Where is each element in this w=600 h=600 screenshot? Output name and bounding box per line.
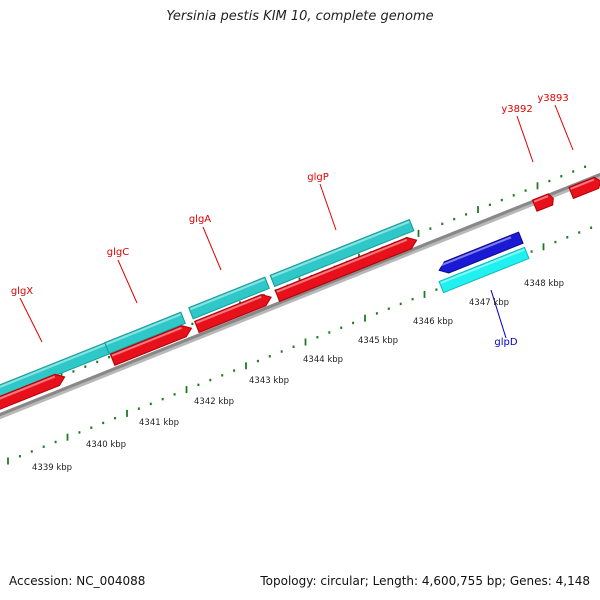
ruler-label: 4347 kbp: [469, 298, 509, 308]
glpd-cog-bar: [438, 246, 530, 294]
glpd-gene-arrow: [438, 231, 524, 274]
cog-segment: [188, 276, 270, 320]
label-leader: [202, 226, 222, 271]
ruler-label: 4345 kbp: [358, 336, 398, 346]
ruler-label: 4339 kbp: [32, 463, 72, 473]
label-leader: [554, 104, 574, 151]
gene-features: [0, 176, 600, 435]
cds-arrow-shape: [531, 193, 554, 212]
cog-segment-highlight: [190, 278, 266, 311]
gene-label: glgX: [11, 286, 33, 297]
cds-arrow-shape: [193, 294, 272, 334]
label-leader: [19, 297, 43, 343]
cds-arrow-highlight: [111, 326, 182, 357]
cog-segment-highlight: [106, 313, 182, 346]
cog-segment-shape: [188, 276, 270, 320]
cog-segment-highlight: [271, 220, 410, 278]
glpd-gene-arrow-highlight: [438, 236, 512, 268]
map-title: Yersinia pestis KIM 10, complete genome: [166, 9, 434, 24]
genome-backbone: [0, 172, 600, 420]
ruler-label: 4346 kbp: [413, 317, 453, 327]
genome-summary-text: Topology: circular; Length: 4,600,755 bp…: [260, 574, 590, 588]
label-leader: [319, 183, 337, 231]
cog-segment-highlight: [0, 343, 106, 425]
gene-label: y3892: [501, 104, 532, 115]
gene-label: y3893: [537, 93, 568, 104]
cds-arrow: [531, 193, 554, 212]
glpd-cog-bar-shape: [438, 246, 530, 294]
cds-arrow-highlight: [195, 295, 262, 324]
label-leader-lines: [19, 104, 574, 343]
cds-arrow: [109, 325, 193, 367]
ruler-label: 4340 kbp: [86, 440, 126, 450]
cds-arrow-highlight: [533, 195, 549, 203]
glpd-cog-bar-highlight: [440, 248, 525, 284]
cog-segment: [0, 341, 111, 435]
cds-arrow: [0, 373, 66, 434]
cog-segment-shape: [269, 218, 415, 288]
gene-label: glgC: [107, 247, 129, 258]
cds-arrow: [568, 176, 600, 200]
glpd-gene-arrow-shape: [438, 231, 524, 274]
cds-arrow-highlight: [0, 375, 56, 424]
label-leader: [117, 259, 138, 304]
backbone-core: [0, 172, 600, 417]
ruler-label: 4341 kbp: [139, 418, 179, 428]
cds-arrow: [193, 294, 272, 334]
gene-label: glgP: [307, 172, 329, 183]
label-leader: [490, 289, 507, 339]
cog-segment: [269, 218, 415, 288]
cds-arrow-shape: [0, 373, 66, 434]
label-layer: 4339 kbp 4340 kbp 4341 kbp 4342 kbp 4343 kbp…: [11, 93, 569, 473]
gene-label: glgA: [189, 214, 211, 225]
cds-arrow-highlight: [570, 178, 595, 190]
cog-segment: [104, 311, 186, 355]
cds-arrow-shape: [109, 325, 193, 367]
gene-label: glpD: [494, 337, 517, 348]
cog-segment-shape: [104, 311, 186, 355]
ruler-label: 4344 kbp: [303, 355, 343, 365]
cog-segment-shape: [0, 341, 111, 435]
ruler-label: 4343 kbp: [249, 376, 289, 386]
label-leader: [516, 115, 534, 163]
cds-arrow-highlight: [276, 238, 408, 293]
cds-arrow-shape: [274, 237, 418, 303]
ruler-label: 4348 kbp: [524, 279, 564, 289]
ruler-label: 4342 kbp: [194, 397, 234, 407]
accession-text: Accession: NC_004088: [9, 574, 146, 588]
cds-arrow: [274, 237, 418, 303]
